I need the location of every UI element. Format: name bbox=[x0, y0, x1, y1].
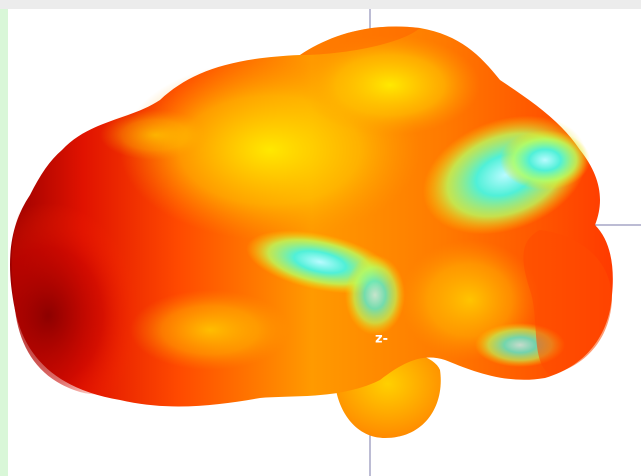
left-panel-edge bbox=[0, 9, 8, 476]
axis-label-z: -z bbox=[375, 331, 388, 346]
top-toolbar-strip bbox=[0, 0, 641, 9]
